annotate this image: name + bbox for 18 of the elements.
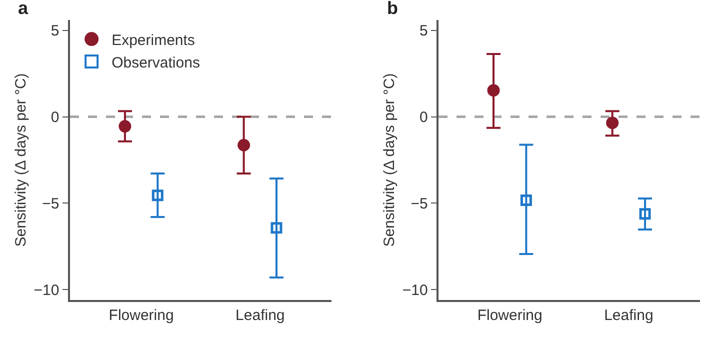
y-tick-label: 5 bbox=[50, 22, 60, 40]
y-tick-label: −5 bbox=[42, 195, 60, 212]
y-tick-label: −10 bbox=[34, 282, 60, 299]
y-axis-title: Sensitivity (Δ days per °C) bbox=[381, 73, 398, 247]
y-tick-label: −10 bbox=[402, 282, 428, 299]
legend-label: Experiments bbox=[112, 32, 195, 49]
x-tick-label: Flowering bbox=[108, 306, 174, 324]
y-tick-label: 5 bbox=[419, 22, 428, 40]
y-tick-label: 0 bbox=[419, 109, 428, 126]
x-tick-label: Flowering bbox=[477, 306, 542, 324]
legend-label: Observations bbox=[112, 54, 200, 72]
y-tick-label: 0 bbox=[50, 109, 60, 126]
chart-title: a bbox=[18, 0, 29, 18]
y-axis-title: Sensitivity (Δ days per °C) bbox=[12, 73, 30, 247]
y-tick-label: −5 bbox=[410, 195, 428, 212]
chart-title: b bbox=[387, 0, 398, 18]
x-tick-label: Leafing bbox=[236, 306, 285, 324]
x-tick-label: Leafing bbox=[604, 306, 654, 324]
